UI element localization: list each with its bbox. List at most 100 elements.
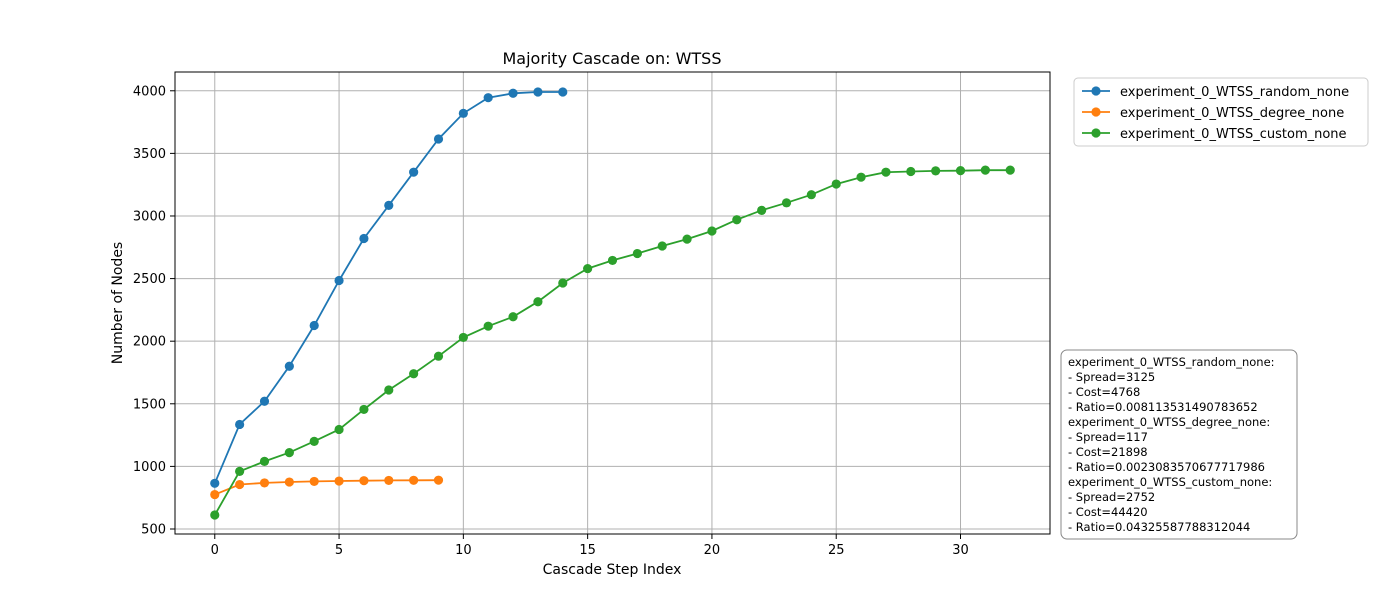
legend-marker — [1091, 86, 1101, 96]
data-point — [235, 419, 245, 430]
annotation-line: - Cost=44420 — [1068, 505, 1148, 519]
x-tick-label: 0 — [211, 543, 219, 558]
y-tick-label: 1000 — [133, 460, 166, 475]
data-point — [359, 476, 369, 486]
data-point — [284, 361, 294, 371]
annotation-line: experiment_0_WTSS_random_none: — [1068, 355, 1275, 369]
data-point — [309, 436, 319, 446]
data-point — [1005, 165, 1015, 175]
annotation-line: experiment_0_WTSS_degree_none: — [1068, 415, 1270, 429]
legend-label: experiment_0_WTSS_random_none — [1120, 85, 1349, 100]
data-point — [906, 166, 916, 177]
data-point — [483, 321, 493, 331]
annotation-line: - Ratio=0.04325587788312044 — [1068, 520, 1250, 534]
data-point — [433, 475, 444, 485]
data-point — [235, 479, 245, 490]
data-point — [583, 263, 593, 274]
data-point — [210, 510, 220, 520]
annotation-line: - Cost=4768 — [1068, 385, 1140, 399]
x-tick-label: 10 — [455, 543, 472, 558]
plot-frame — [174, 71, 1051, 535]
x-tick-label: 5 — [335, 543, 343, 558]
x-tick-label: 25 — [828, 543, 845, 558]
y-tick-label: 3000 — [133, 209, 166, 224]
data-point — [682, 234, 692, 244]
series-line — [214, 479, 439, 496]
grid — [175, 72, 1050, 534]
annotation-box — [1060, 349, 1298, 540]
y-tick-label: 2000 — [133, 335, 166, 350]
data-point — [533, 87, 543, 97]
data-point — [558, 278, 568, 288]
legend-marker — [1091, 107, 1101, 117]
data-point — [359, 404, 369, 415]
x-axis-label: Cascade Step Index — [543, 562, 682, 578]
annotation-line: - Spread=117 — [1068, 430, 1148, 444]
legend: experiment_0_WTSS_random_none experiment_… — [1073, 77, 1369, 147]
data-point — [931, 166, 941, 176]
data-point — [955, 166, 966, 176]
data-point — [384, 385, 394, 395]
annotation-line: experiment_0_WTSS_custom_none: — [1068, 475, 1272, 489]
data-point — [210, 478, 220, 488]
data-point — [508, 88, 518, 98]
y-tick-label: 2500 — [133, 272, 166, 287]
series-line — [213, 91, 563, 484]
series — [210, 87, 1015, 520]
annotation-line: - Ratio=0.008113531490783652 — [1068, 400, 1258, 414]
data-point — [284, 477, 294, 487]
data-point — [433, 134, 444, 144]
data-point — [334, 275, 344, 286]
data-point — [781, 198, 792, 208]
data-point — [458, 332, 468, 343]
legend-box — [1073, 77, 1369, 147]
data-point — [881, 167, 891, 177]
data-point — [259, 396, 270, 406]
legend-marker — [1091, 128, 1101, 138]
data-point — [235, 466, 245, 476]
data-point — [384, 475, 394, 486]
annotation-line: - Ratio=0.0023083570677717986 — [1068, 460, 1265, 474]
data-point — [458, 108, 468, 118]
data-point — [856, 172, 866, 182]
annotation-line: - Spread=3125 — [1068, 370, 1155, 384]
y-tick-label: 3500 — [133, 147, 166, 162]
data-point — [657, 241, 667, 251]
data-point — [707, 226, 717, 236]
data-point — [409, 475, 419, 485]
annotation-line: - Spread=2752 — [1068, 490, 1155, 504]
x-tick-label: 15 — [579, 543, 596, 558]
stats-annotation: experiment_0_WTSS_random_none:- Spread=3… — [1060, 349, 1298, 540]
y-tick-label: 4000 — [133, 84, 166, 99]
data-point — [980, 165, 990, 175]
y-tick-label: 1500 — [133, 397, 166, 412]
data-point — [259, 478, 270, 488]
y-tick-label: 500 — [141, 522, 166, 537]
legend-label: experiment_0_WTSS_degree_none — [1120, 106, 1344, 121]
data-point — [409, 167, 419, 177]
annotation-line: - Cost=21898 — [1068, 445, 1148, 459]
data-point — [309, 476, 319, 487]
data-point — [284, 448, 294, 458]
data-point — [483, 93, 493, 103]
axes: 0 5 10 15 20 25 30 500 1000 1500 2000 2500 3000 3500 4… — [133, 71, 1051, 558]
data-point — [409, 369, 419, 379]
data-point — [210, 489, 220, 500]
series-line — [214, 169, 1011, 516]
data-point — [806, 190, 816, 200]
data-point — [259, 456, 270, 466]
data-point — [607, 255, 618, 266]
x-tick-label: 20 — [704, 543, 721, 558]
chart-title: Majority Cascade on: WTSS — [502, 49, 721, 68]
data-point — [334, 424, 344, 435]
y-axis-label: Number of Nodes — [110, 242, 126, 364]
data-point — [384, 200, 394, 210]
data-point — [334, 476, 344, 486]
data-point — [433, 351, 444, 361]
data-point — [508, 312, 518, 322]
data-point — [558, 87, 568, 97]
legend-label: experiment_0_WTSS_custom_none — [1120, 127, 1347, 142]
data-point — [757, 205, 767, 215]
x-tick-label: 30 — [952, 543, 969, 558]
